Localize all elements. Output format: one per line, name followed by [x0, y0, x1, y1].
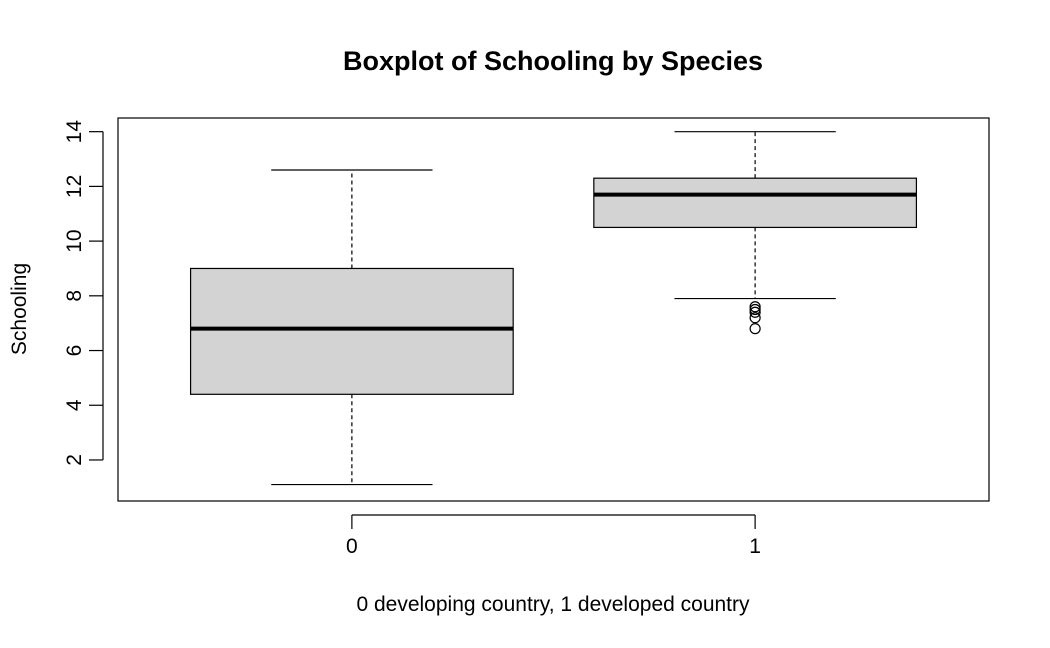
- chart-title: Boxplot of Schooling by Species: [343, 46, 763, 76]
- box-1: [593, 131, 918, 335]
- iqr-box: [189, 267, 514, 395]
- y-tick-label: 4: [63, 399, 86, 411]
- y-tick-label: 8: [63, 290, 86, 302]
- x-tick-label: 0: [346, 535, 358, 558]
- box-group: [189, 131, 918, 486]
- y-tick-label: 10: [63, 229, 86, 252]
- y-tick-label: 14: [63, 120, 86, 144]
- plot-frame: [117, 117, 990, 502]
- y-tick-label: 2: [63, 454, 86, 466]
- outlier-point: [749, 303, 761, 316]
- outlier-point: [749, 306, 761, 318]
- outlier-point: [749, 323, 761, 335]
- y-tick-label: 6: [63, 345, 86, 357]
- box-0: [189, 169, 514, 486]
- outlier-point: [749, 312, 761, 324]
- outlier-point: [749, 301, 761, 313]
- y-axis-label: Schooling: [8, 263, 31, 355]
- x-tick-label: 1: [749, 535, 761, 558]
- y-tick-label: 12: [63, 175, 86, 198]
- iqr-box: [593, 177, 918, 229]
- x-axis-label: 0 developing country, 1 developed countr…: [356, 593, 750, 616]
- y-axis: 2 4 6 8 10 12 14: [63, 120, 104, 466]
